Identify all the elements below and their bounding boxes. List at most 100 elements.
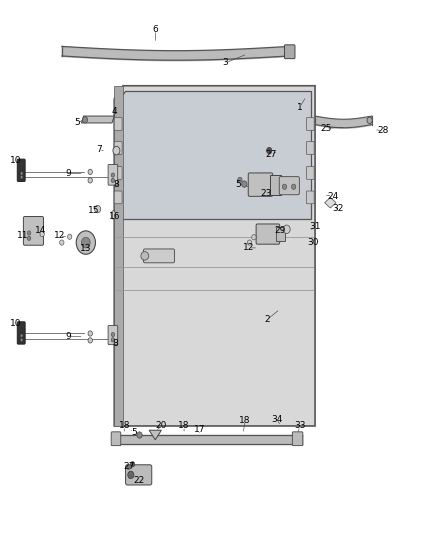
- Ellipse shape: [141, 252, 149, 260]
- Text: 32: 32: [332, 204, 343, 213]
- Circle shape: [88, 169, 92, 174]
- Text: 18: 18: [119, 422, 130, 431]
- FancyBboxPatch shape: [23, 216, 43, 245]
- Circle shape: [76, 231, 95, 254]
- FancyBboxPatch shape: [114, 191, 122, 204]
- Text: 10: 10: [10, 156, 22, 165]
- Text: 1: 1: [297, 102, 303, 111]
- Circle shape: [81, 237, 90, 248]
- Text: 11: 11: [17, 231, 28, 240]
- Text: 25: 25: [320, 124, 332, 133]
- FancyBboxPatch shape: [144, 249, 174, 263]
- FancyBboxPatch shape: [114, 86, 123, 426]
- Text: 28: 28: [377, 126, 389, 135]
- Circle shape: [27, 236, 31, 240]
- Circle shape: [367, 117, 372, 124]
- Circle shape: [127, 465, 131, 470]
- Text: 5: 5: [131, 428, 137, 437]
- Circle shape: [128, 471, 134, 479]
- Text: 3: 3: [223, 59, 229, 67]
- Circle shape: [60, 240, 64, 245]
- Text: 24: 24: [327, 192, 338, 201]
- Text: 18: 18: [240, 416, 251, 425]
- Text: 22: 22: [133, 477, 144, 485]
- Circle shape: [40, 231, 44, 237]
- FancyBboxPatch shape: [108, 165, 118, 185]
- Circle shape: [247, 240, 252, 245]
- Circle shape: [88, 331, 92, 336]
- Text: 5: 5: [74, 118, 80, 127]
- Circle shape: [111, 173, 115, 177]
- Polygon shape: [325, 197, 336, 208]
- FancyBboxPatch shape: [114, 118, 122, 131]
- FancyBboxPatch shape: [306, 191, 314, 204]
- Circle shape: [137, 432, 142, 438]
- Circle shape: [20, 334, 23, 337]
- FancyBboxPatch shape: [111, 432, 121, 446]
- FancyBboxPatch shape: [306, 166, 314, 179]
- FancyBboxPatch shape: [270, 174, 281, 195]
- Text: 14: 14: [35, 227, 46, 236]
- Text: 18: 18: [178, 422, 190, 431]
- Text: 2: 2: [264, 315, 270, 324]
- Text: 20: 20: [155, 422, 167, 431]
- Circle shape: [238, 177, 242, 182]
- Polygon shape: [114, 86, 315, 426]
- Circle shape: [88, 177, 92, 183]
- Text: 27: 27: [266, 150, 277, 159]
- Text: 29: 29: [275, 226, 286, 235]
- Ellipse shape: [111, 211, 116, 219]
- Text: 16: 16: [110, 212, 121, 221]
- FancyBboxPatch shape: [126, 465, 152, 485]
- Circle shape: [82, 117, 88, 123]
- FancyBboxPatch shape: [306, 118, 314, 131]
- Circle shape: [283, 225, 290, 233]
- FancyBboxPatch shape: [17, 322, 25, 344]
- Text: 7: 7: [96, 145, 102, 154]
- Text: 13: 13: [80, 245, 92, 254]
- Circle shape: [95, 205, 101, 213]
- Text: 12: 12: [243, 244, 254, 253]
- Polygon shape: [149, 430, 161, 440]
- Circle shape: [20, 175, 23, 179]
- Circle shape: [252, 235, 256, 240]
- Text: 10: 10: [10, 319, 22, 328]
- Text: 23: 23: [260, 189, 272, 198]
- FancyBboxPatch shape: [248, 173, 273, 196]
- Text: 33: 33: [294, 422, 306, 431]
- Circle shape: [111, 178, 115, 182]
- Text: 8: 8: [113, 338, 118, 348]
- Text: 17: 17: [194, 425, 205, 434]
- FancyBboxPatch shape: [256, 224, 280, 244]
- Circle shape: [27, 231, 31, 235]
- Circle shape: [88, 338, 92, 343]
- FancyBboxPatch shape: [17, 159, 25, 181]
- FancyBboxPatch shape: [276, 227, 286, 241]
- Circle shape: [242, 181, 247, 187]
- FancyBboxPatch shape: [279, 176, 299, 195]
- Circle shape: [267, 148, 272, 154]
- Circle shape: [113, 147, 120, 155]
- Text: 30: 30: [307, 238, 318, 247]
- Circle shape: [20, 172, 23, 175]
- Text: 27: 27: [124, 463, 135, 471]
- Circle shape: [67, 234, 72, 239]
- Text: 34: 34: [271, 415, 283, 424]
- Text: 15: 15: [88, 206, 99, 215]
- FancyBboxPatch shape: [285, 45, 295, 59]
- Text: 8: 8: [113, 180, 119, 189]
- Text: 9: 9: [66, 332, 71, 341]
- Text: 9: 9: [66, 169, 71, 178]
- FancyBboxPatch shape: [292, 432, 303, 446]
- Text: 31: 31: [309, 222, 321, 231]
- Circle shape: [111, 338, 115, 342]
- Circle shape: [20, 338, 23, 342]
- Text: 12: 12: [54, 231, 65, 240]
- Circle shape: [111, 333, 115, 337]
- FancyBboxPatch shape: [114, 142, 122, 155]
- Circle shape: [291, 184, 296, 189]
- Circle shape: [131, 462, 135, 467]
- Text: 5: 5: [236, 180, 241, 189]
- Polygon shape: [119, 91, 311, 219]
- Polygon shape: [81, 116, 114, 123]
